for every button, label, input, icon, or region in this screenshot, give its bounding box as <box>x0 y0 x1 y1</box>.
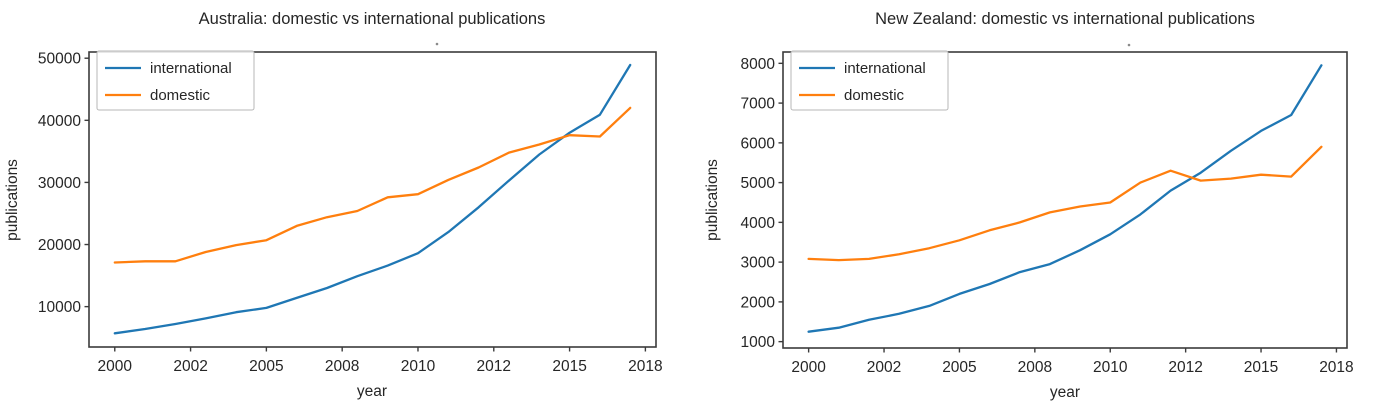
y-axis-label: publications <box>4 159 21 241</box>
y-tick-label: 10000 <box>38 299 81 316</box>
y-tick-label: 7000 <box>741 96 776 113</box>
x-axis-label: year <box>1050 384 1080 401</box>
y-axis-label: publications <box>704 159 721 241</box>
y-tick-label: 50000 <box>38 51 81 68</box>
chart-new-zealand: New Zealand: domestic vs international p… <box>704 10 1354 401</box>
y-tick-label: 1000 <box>741 334 776 351</box>
y-tick-label: 5000 <box>741 175 776 192</box>
series-line-international <box>113 63 632 335</box>
x-tick-label: 2002 <box>867 359 901 376</box>
x-tick-label: 2015 <box>1244 359 1278 376</box>
x-tick-label: 2002 <box>173 358 207 375</box>
plot-area-new-zealand: 2000 2002 2005 2008 2010 2012 2015 2018 1000 2000… <box>741 51 1354 376</box>
y-tick-label: 8000 <box>741 56 776 73</box>
legend-label-domestic: domestic <box>844 87 905 104</box>
x-tick-label: 2015 <box>552 358 586 375</box>
plot-area-australia: 2000 2002 2005 2008 2010 2012 2015 2018 10000 200… <box>38 51 663 375</box>
legend-label-domestic: domestic <box>150 87 211 104</box>
x-tick-label: 2000 <box>791 359 826 376</box>
x-tick-label: 2018 <box>1319 359 1353 376</box>
legend: international domestic <box>96 50 255 111</box>
y-tick-label: 30000 <box>38 175 81 192</box>
series-line-domestic <box>807 145 1323 262</box>
x-tick-label: 2008 <box>1018 359 1052 376</box>
series-line-domestic <box>113 106 632 264</box>
series-line-international <box>807 64 1323 333</box>
plot-frame <box>782 51 1348 349</box>
x-tick-label: 2005 <box>942 359 976 376</box>
chart-australia: Australia: domestic vs international pub… <box>4 10 663 400</box>
plot-frame <box>88 51 657 348</box>
y-tick-label: 4000 <box>741 215 776 232</box>
chart-title-new-zealand: New Zealand: domestic vs international p… <box>875 10 1255 28</box>
legend-label-international: international <box>150 60 232 77</box>
y-tick-label: 40000 <box>38 113 81 130</box>
x-tick-label: 2010 <box>1093 359 1128 376</box>
x-tick-label: 2012 <box>477 358 511 375</box>
chart-title-australia: Australia: domestic vs international pub… <box>199 10 546 28</box>
legend-label-international: international <box>844 60 926 77</box>
x-axis-label: year <box>357 383 387 400</box>
y-tick-label: 20000 <box>38 237 81 254</box>
x-tick-label: 2005 <box>249 358 283 375</box>
x-tick-label: 2018 <box>628 358 662 375</box>
x-tick-label: 2008 <box>325 358 359 375</box>
y-tick-label: 2000 <box>741 294 776 311</box>
x-tick-label: 2000 <box>98 358 133 375</box>
y-tick-label: 3000 <box>741 255 776 272</box>
artifact-dot <box>1127 43 1131 47</box>
legend: international domestic <box>790 50 949 111</box>
artifact-dot <box>435 42 439 46</box>
x-tick-label: 2010 <box>401 358 436 375</box>
x-tick-label: 2012 <box>1168 359 1202 376</box>
y-tick-label: 6000 <box>741 135 776 152</box>
